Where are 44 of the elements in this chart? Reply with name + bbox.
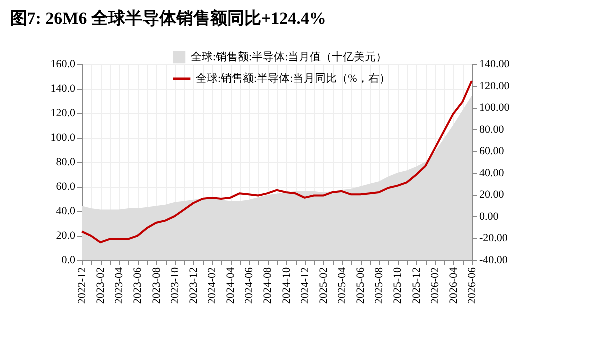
y-tick-label: 120.0 bbox=[50, 108, 76, 120]
x-tick-label: 2023-06 bbox=[132, 267, 144, 304]
y2-tick-label: 40.00 bbox=[480, 167, 505, 180]
legend-label: 全球:销售额:半导体:当月值（十亿美元） bbox=[191, 50, 388, 64]
x-tick-label: 2026-02 bbox=[429, 268, 442, 304]
x-tick-label: 2025-10 bbox=[392, 267, 404, 304]
y2-tick-label: -40.00 bbox=[480, 254, 508, 266]
x-tick-label: 2024-10 bbox=[280, 267, 293, 304]
y2-tick-label: 120.00 bbox=[480, 80, 510, 92]
x-tick-label: 2022-12 bbox=[76, 268, 88, 304]
x-tick-label: 2023-12 bbox=[188, 268, 200, 304]
x-tick-label: 2023-04 bbox=[114, 267, 126, 304]
chart-title: 图7: 26M6 全球半导体销售额同比+124.4% bbox=[10, 9, 326, 28]
y-tick-label: 160.0 bbox=[50, 58, 76, 70]
y2-tick-label: -20.00 bbox=[480, 232, 508, 245]
y2-tick-label: 140.00 bbox=[480, 58, 510, 70]
x-tick-label: 2024-12 bbox=[299, 268, 312, 304]
y2-tick-label: 20.00 bbox=[480, 189, 505, 202]
x-tick-label: 2024-06 bbox=[244, 267, 256, 304]
x-tick-label: 2024-02 bbox=[206, 268, 218, 304]
y-tick-label: 60.0 bbox=[56, 181, 76, 193]
y-tick-label: 140.0 bbox=[50, 83, 76, 95]
x-tick-label: 2026-04 bbox=[448, 267, 460, 304]
x-tick-label: 2025-02 bbox=[318, 268, 330, 304]
y2-tick-label: 80.00 bbox=[480, 124, 505, 136]
x-tick-label: 2023-02 bbox=[95, 268, 108, 304]
y2-tick-label: 0.00 bbox=[480, 210, 500, 223]
x-tick-label: 2024-08 bbox=[262, 267, 274, 304]
y-tick-label: 100.0 bbox=[50, 132, 76, 144]
y-tick-label: 0.0 bbox=[62, 254, 76, 266]
x-tick-label: 2025-04 bbox=[336, 267, 348, 304]
y2-tick-label: 100.00 bbox=[480, 102, 510, 114]
x-tick-label: 2025-08 bbox=[374, 267, 386, 304]
y-tick-label: 80.0 bbox=[56, 156, 76, 168]
x-tick-label: 2026-06 bbox=[466, 267, 478, 304]
x-tick-label: 2024-04 bbox=[225, 267, 238, 304]
y-tick-label: 40.0 bbox=[56, 206, 76, 218]
y-tick-label: 20.0 bbox=[56, 230, 76, 242]
x-tick-label: 2025-12 bbox=[410, 268, 423, 304]
x-tick-label: 2025-06 bbox=[355, 267, 368, 304]
x-tick-label: 2023-08 bbox=[150, 267, 163, 304]
y2-tick-label: 60.00 bbox=[480, 146, 505, 158]
x-tick-label: 2023-10 bbox=[169, 267, 182, 304]
legend-label: 全球:销售额:半导体:当月同比（%，右） bbox=[196, 72, 390, 85]
